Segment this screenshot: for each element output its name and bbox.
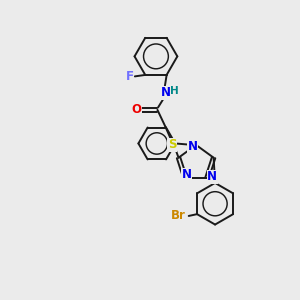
Text: N: N bbox=[207, 170, 217, 183]
Text: Br: Br bbox=[171, 209, 186, 222]
Text: F: F bbox=[126, 70, 134, 83]
Text: N: N bbox=[161, 86, 171, 99]
Text: O: O bbox=[131, 103, 141, 116]
Text: S: S bbox=[168, 138, 176, 151]
Text: N: N bbox=[188, 140, 197, 153]
Text: N: N bbox=[182, 168, 192, 181]
Text: H: H bbox=[170, 86, 178, 96]
